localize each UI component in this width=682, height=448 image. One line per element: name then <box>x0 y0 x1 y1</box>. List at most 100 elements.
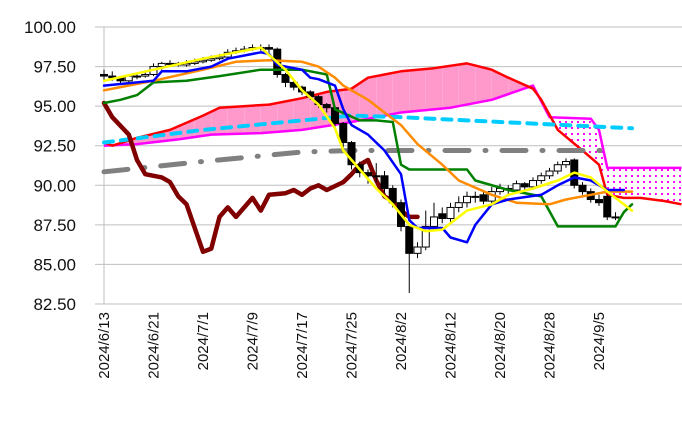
candle-body-down <box>578 184 587 193</box>
x-tick-label: 2024/8/12 <box>443 312 460 379</box>
candle-body-up <box>199 59 207 63</box>
x-tick-label: 2024/7/17 <box>294 312 311 379</box>
indicator-line <box>102 51 626 244</box>
cloud-segment <box>599 129 608 195</box>
cloud-segment <box>252 105 261 134</box>
candle-body-down <box>438 213 447 220</box>
cloud-segment <box>359 77 368 121</box>
cloud-segment <box>491 69 500 100</box>
candle-body-up <box>463 195 471 204</box>
cloud-segment <box>277 101 286 132</box>
candle-body-up <box>421 225 430 248</box>
x-axis-ticks: 2024/6/13 2024/6/21 2024/7/1 2024/7/9 2024/7… <box>96 312 608 379</box>
candle-body-up <box>190 61 199 64</box>
dashed-line <box>102 113 634 145</box>
candle <box>562 158 570 168</box>
candle-body-down <box>100 73 108 77</box>
candle <box>520 182 529 191</box>
cloud-segment <box>368 76 377 119</box>
candle-body-up <box>157 62 166 68</box>
x-tick-label: 2024/7/1 <box>195 312 212 370</box>
cloud-segment <box>632 167 641 198</box>
candle-body-up <box>166 62 174 65</box>
cloud-segment <box>673 167 682 205</box>
candle <box>479 191 488 205</box>
candle <box>553 161 562 175</box>
cloud-segment <box>582 118 591 158</box>
candle-body-down <box>405 225 414 254</box>
candle <box>446 202 455 222</box>
candle-body-up <box>446 206 455 220</box>
y-axis-ticks: 100.00 97.50 95.00 92.50 90.00 87.50 85.00 82.5… <box>24 18 76 314</box>
x-tick-label: 2024/8/2 <box>393 312 410 370</box>
cloud-segment <box>409 69 418 112</box>
cloud-segment <box>161 129 170 142</box>
cloud-segment <box>442 65 451 109</box>
cloud-segment <box>640 167 649 200</box>
candle <box>281 72 290 88</box>
cloud-segment <box>665 167 674 203</box>
x-tick-label: 2024/7/25 <box>344 312 361 379</box>
cloud-segment <box>615 167 624 198</box>
cloud-segment <box>648 167 657 201</box>
candle <box>603 194 612 221</box>
cloud-segment <box>467 63 476 105</box>
cloud-segment <box>656 167 665 202</box>
y-tick-label: 87.50 <box>33 216 76 235</box>
candle-body-up <box>215 56 224 60</box>
cloud-segment <box>475 65 484 103</box>
cloud-segment <box>434 66 443 110</box>
y-tick-label: 100.00 <box>24 18 76 37</box>
indicator-line <box>102 58 634 206</box>
candle-body-down <box>108 75 117 79</box>
cloud-segment <box>244 105 253 134</box>
candle-body-down <box>603 195 612 218</box>
x-tick-label: 2024/8/28 <box>542 312 559 379</box>
candle-body-down <box>520 183 529 188</box>
cloud-segment <box>425 68 434 111</box>
cloud-segment <box>500 73 509 97</box>
candle-body-up <box>207 58 216 61</box>
cloud-segment <box>450 64 459 108</box>
indicator-line <box>102 46 634 233</box>
candle-body-down <box>339 123 348 144</box>
indicator-lines-back <box>101 100 634 255</box>
candle-body-down <box>380 175 389 189</box>
candle <box>463 191 471 208</box>
candle <box>347 140 356 170</box>
candle-body-up <box>562 161 570 166</box>
candle-body-up <box>413 246 422 254</box>
candle-body-up <box>553 164 562 172</box>
candle-body-up <box>529 180 537 188</box>
x-tick-label: 2024/9/5 <box>591 312 608 370</box>
cloud-segment <box>302 96 311 130</box>
cloud-segment <box>285 99 294 132</box>
candle-body-up <box>611 216 620 219</box>
candle-body-up <box>545 170 554 177</box>
candle-body-down <box>595 199 603 204</box>
cloud-segment <box>219 107 228 135</box>
candle-body-down <box>322 104 331 109</box>
x-tick-label: 2024/6/21 <box>146 312 163 379</box>
candle <box>430 202 438 232</box>
candle-body-up <box>430 216 438 227</box>
indicator-line <box>102 68 634 228</box>
candle-body-down <box>479 194 488 202</box>
candle <box>380 171 389 194</box>
candle <box>595 194 603 206</box>
candle <box>322 102 331 113</box>
x-tick-label: 2024/7/9 <box>245 312 262 370</box>
candle <box>372 163 381 183</box>
candle-body-down <box>281 73 290 83</box>
cloud-segment <box>458 63 467 107</box>
candle-body-up <box>133 75 141 78</box>
candle-body-up <box>372 175 381 178</box>
cloud-segment <box>178 122 187 140</box>
candle-body-up <box>454 202 463 208</box>
candle <box>611 212 620 221</box>
y-tick-label: 95.00 <box>33 97 76 116</box>
y-tick-label: 97.50 <box>33 58 76 77</box>
candle <box>578 182 587 195</box>
candle <box>265 44 273 53</box>
